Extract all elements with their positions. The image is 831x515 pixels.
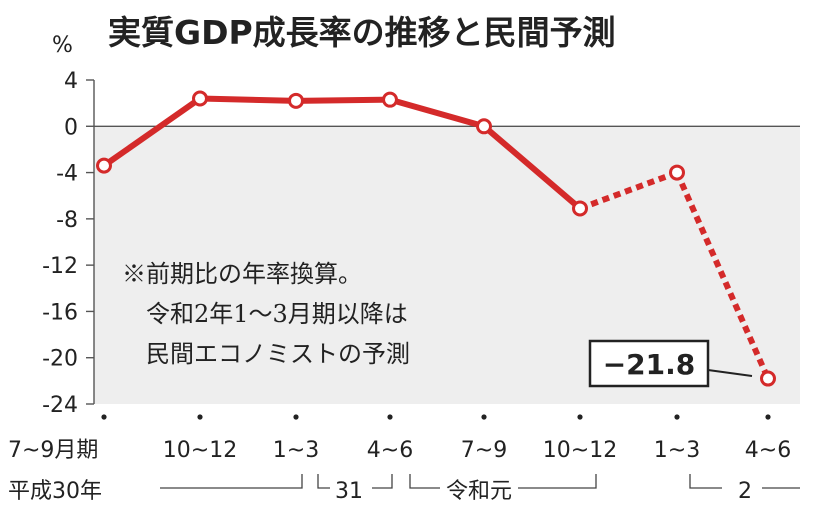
data-point (669, 164, 685, 181)
actual-segment (101, 95, 203, 169)
callout-box (588, 339, 710, 388)
data-point (96, 157, 112, 174)
data-point (760, 370, 776, 387)
gdp-series (96, 90, 776, 387)
x-tick-label: 1~3 (273, 438, 319, 463)
x-tick-dot (101, 414, 107, 420)
data-point (382, 91, 398, 108)
x-tick-label: 10~12 (163, 438, 237, 463)
x-tick-label: 10~12 (543, 438, 617, 463)
y-axis: 4 0 -4 -8 -12 -16 -20 -24 (42, 69, 94, 418)
x-tick-dot (387, 414, 393, 420)
era-bracket-h31-right (372, 474, 393, 489)
x-tick-label: 7~9月期 (8, 438, 98, 463)
era-bracket-heisei30 (160, 474, 303, 489)
y-tick-label: -20 (42, 347, 78, 372)
y-unit-label: % (52, 33, 73, 58)
y-tick-label: -4 (56, 162, 78, 187)
x-axis-labels: 7~9月期 10~12 1~3 4~6 7~9 10~12 1~3 4~6 (8, 438, 791, 463)
actual-segment (293, 96, 393, 104)
y-tick-label: -8 (56, 208, 78, 233)
era-label-r2: 2 (738, 479, 752, 504)
era-label-heisei30: 平成30年 (8, 479, 102, 504)
actual-segment (387, 96, 487, 130)
callout-value: −21.8 (603, 348, 696, 381)
y-tick-label: -16 (42, 300, 78, 325)
data-point (476, 118, 492, 135)
era-label-h31: 31 (335, 479, 363, 504)
x-tick-dot (293, 414, 299, 420)
y-tick-label: -24 (42, 393, 78, 418)
era-bracket-r2-left (689, 474, 722, 489)
x-tick-dot (481, 414, 487, 420)
x-tick-dot (674, 414, 680, 420)
x-tick-marks (101, 414, 771, 420)
y-tick-label: 0 (64, 115, 78, 140)
data-point (572, 200, 588, 217)
chart-title: 実質GDP成長率の推移と民間予測 (108, 13, 616, 52)
x-tick-label: 4~6 (745, 438, 791, 463)
callout-pointer (707, 369, 753, 377)
actual-segment (481, 123, 583, 212)
x-tick-dot (765, 414, 771, 420)
note-line-2: 令和2年1～3月期以降は (146, 300, 408, 328)
era-bracket-reiwa-right (518, 474, 597, 489)
era-bracket-h31-left (317, 474, 330, 489)
note-line-3: 民間エコノミストの予測 (146, 340, 410, 368)
y-tick-label: 4 (64, 69, 78, 94)
note-line-1: ※前期比の年率換算。 (122, 260, 362, 288)
era-axis: 平成30年 31 令和元 2 (8, 474, 800, 504)
data-point (192, 90, 208, 107)
y-tick-label: -12 (42, 254, 78, 279)
x-tick-label: 7~9 (461, 438, 507, 463)
value-callout: −21.8 (588, 339, 753, 388)
forecast-segment (578, 169, 679, 212)
x-tick-label: 4~6 (367, 438, 413, 463)
x-tick-dot (197, 414, 203, 420)
forecast-segment (674, 171, 771, 380)
era-label-reiwa: 令和元 (446, 479, 512, 504)
era-bracket-reiwa-left (409, 474, 440, 489)
x-tick-dot (577, 414, 583, 420)
data-point (288, 92, 304, 109)
note: ※前期比の年率換算。 令和2年1～3月期以降は 民間エコノミストの予測 (122, 260, 410, 368)
x-tick-label: 1~3 (654, 438, 700, 463)
actual-segment (197, 95, 299, 104)
